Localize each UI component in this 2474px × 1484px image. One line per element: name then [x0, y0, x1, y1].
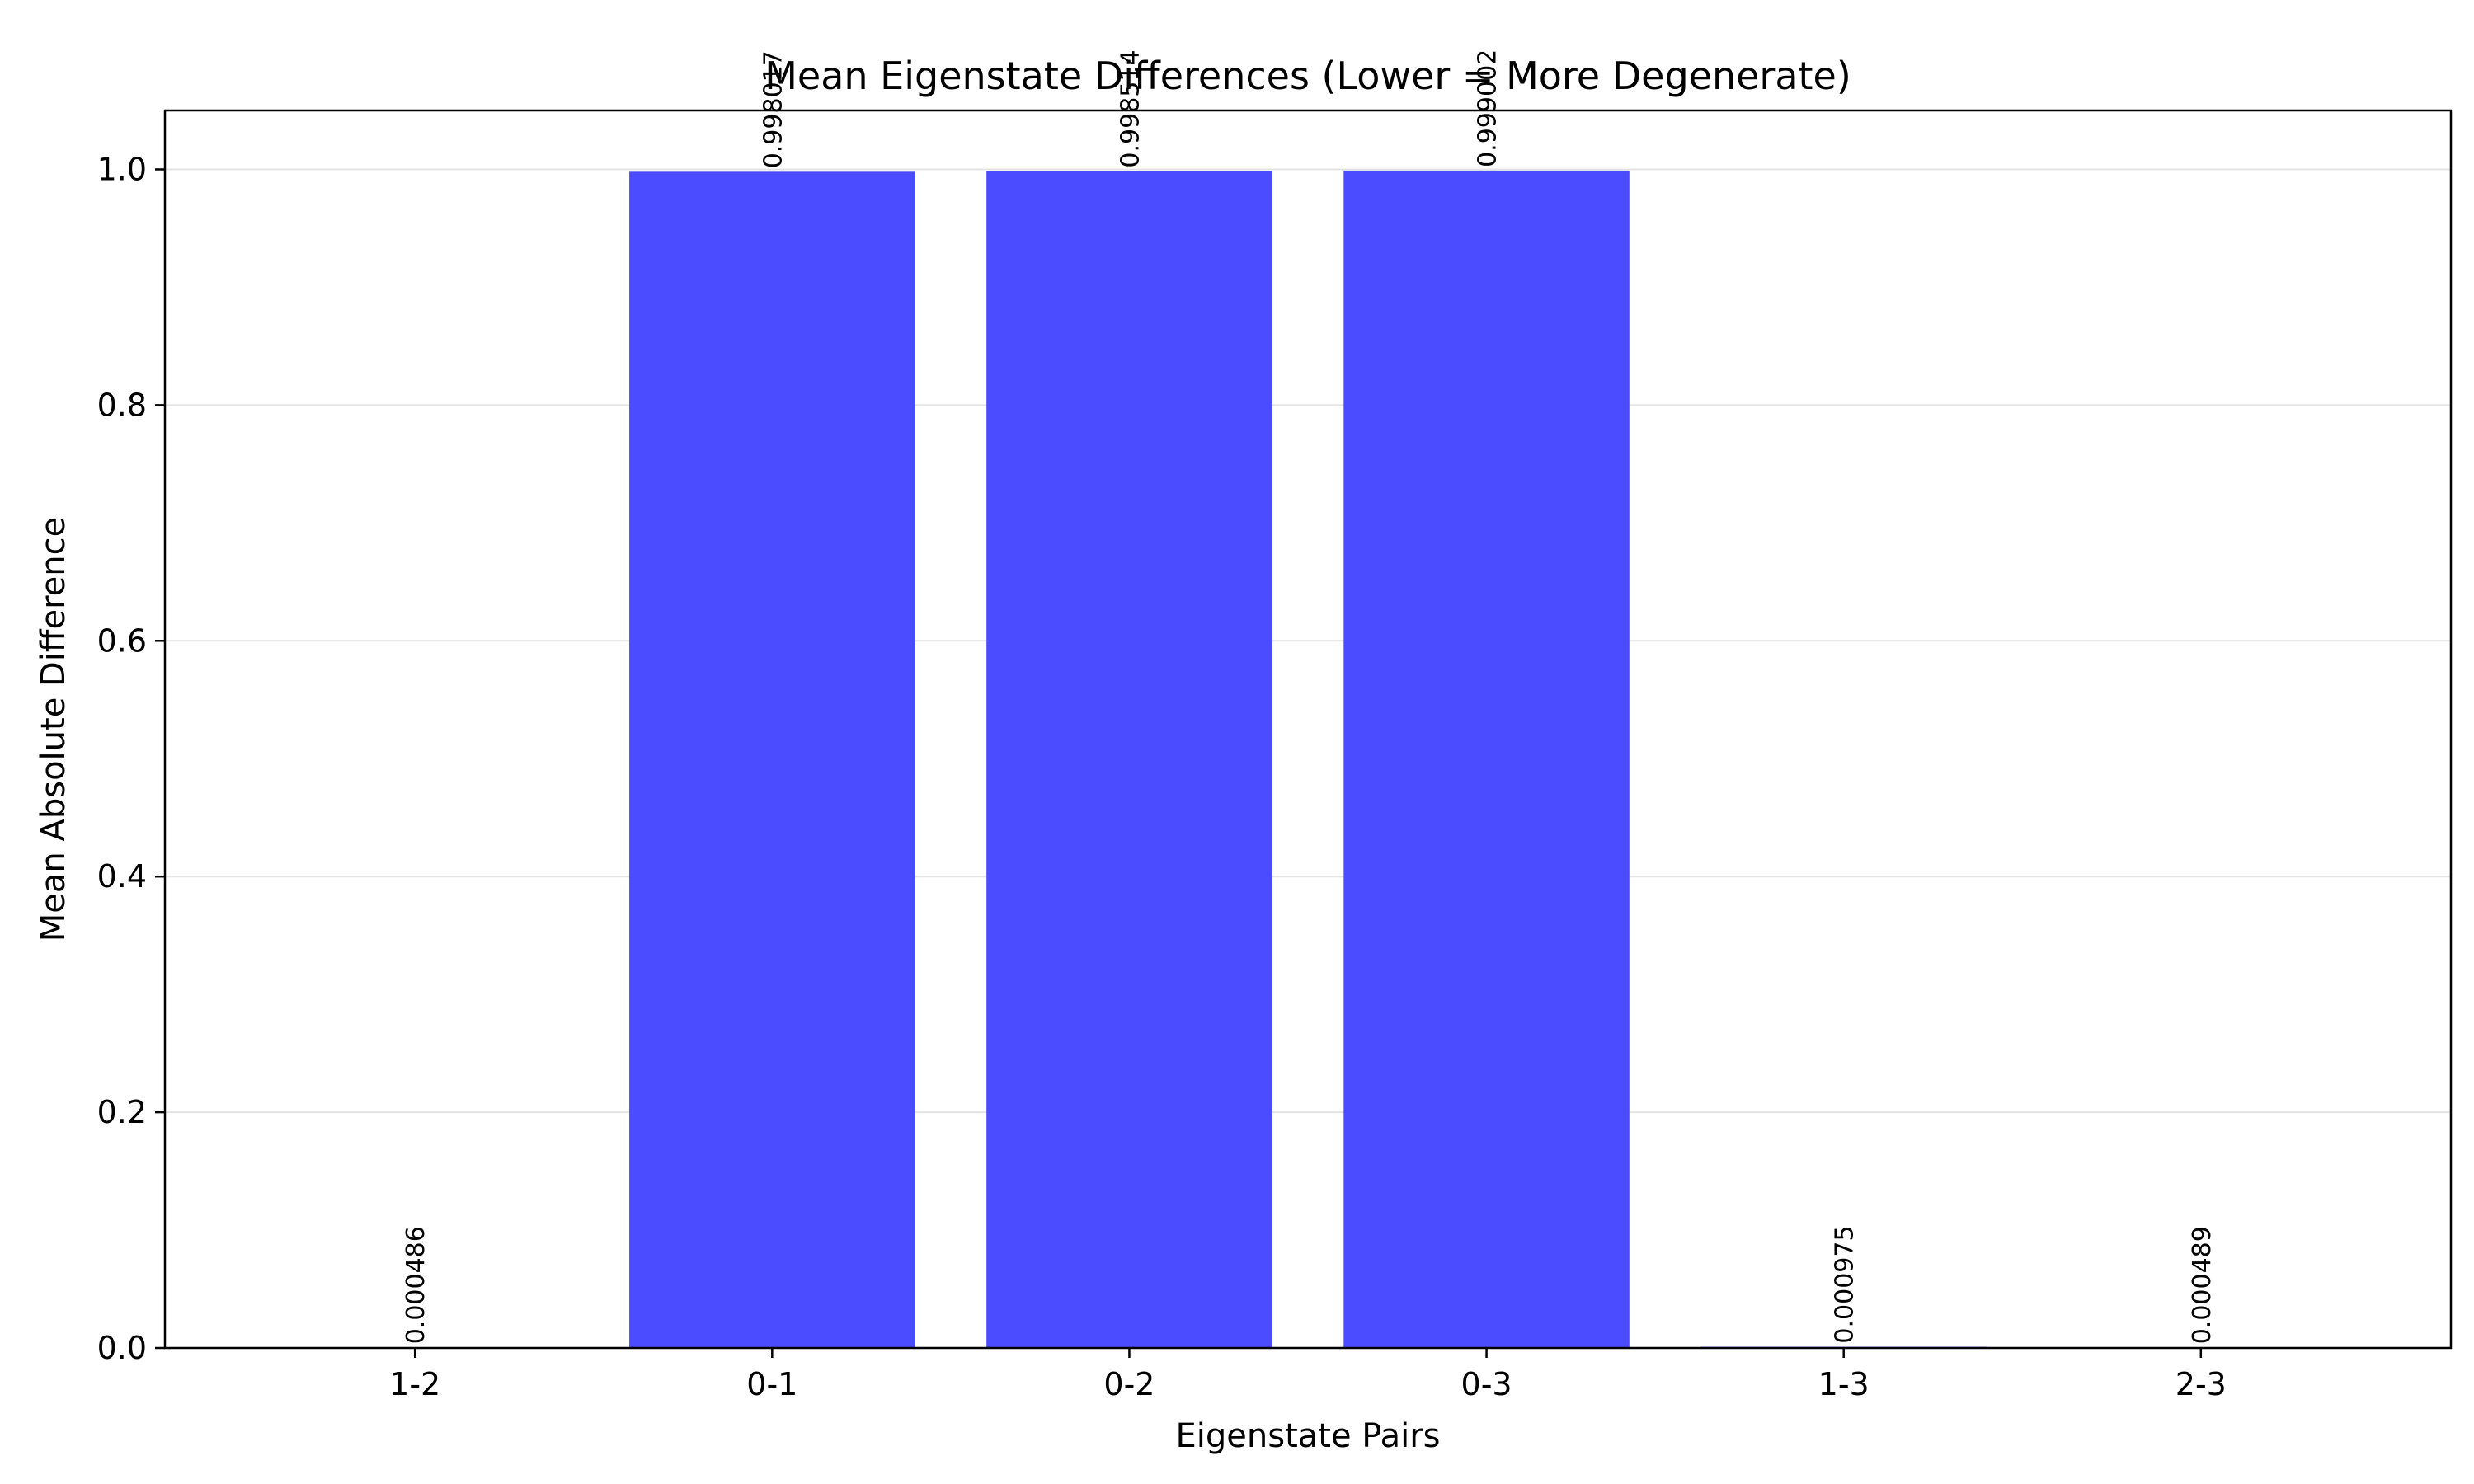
y-tick-label: 1.0 — [97, 151, 147, 187]
x-tick-label: 0-3 — [1461, 1366, 1512, 1402]
y-axis-label: Mean Absolute Difference — [35, 517, 73, 942]
chart-title: Mean Eigenstate Differences (Lower = Mor… — [764, 54, 1851, 98]
bar — [986, 171, 1272, 1348]
y-axis-ticks: 0.0 0.2 0.4 0.6 0.8 1.0 — [97, 151, 165, 1366]
bar-value-label: 0.000489 — [2188, 1226, 2217, 1344]
y-tick-label: 0.6 — [97, 622, 147, 659]
x-tick-label: 1-3 — [1818, 1366, 1870, 1402]
x-tick-label: 1-2 — [389, 1366, 440, 1402]
y-tick-label: 0.2 — [97, 1094, 147, 1130]
y-tick-label: 0.0 — [97, 1330, 147, 1366]
x-tick-label: 0-2 — [1103, 1366, 1155, 1402]
bar — [1343, 170, 1630, 1349]
bars — [271, 170, 2345, 1349]
bar-value-label: 0.998514 — [1116, 49, 1145, 167]
plot-frame — [163, 109, 2453, 1350]
bar-value-label: 0.998017 — [759, 50, 788, 168]
x-tick-label: 0-1 — [746, 1366, 797, 1402]
y-tick-label: 0.8 — [97, 387, 147, 423]
bar — [629, 171, 915, 1349]
x-tick-label: 2-3 — [2175, 1366, 2227, 1402]
x-axis-ticks: 1-2 0-1 0-2 0-3 1-3 2-3 — [389, 1348, 2227, 1402]
x-axis-label: Eigenstate Pairs — [1175, 1417, 1440, 1455]
bar-value-label: 0.000975 — [1831, 1225, 1860, 1343]
y-tick-label: 0.4 — [97, 858, 147, 895]
bar-value-label: 0.999002 — [1474, 49, 1503, 167]
bar-value-labels: 0.000486 0.998017 0.998514 0.999002 0.000975… — [402, 49, 2217, 1345]
bar-value-label: 0.000486 — [402, 1226, 430, 1344]
grid-lines — [165, 168, 2451, 1349]
